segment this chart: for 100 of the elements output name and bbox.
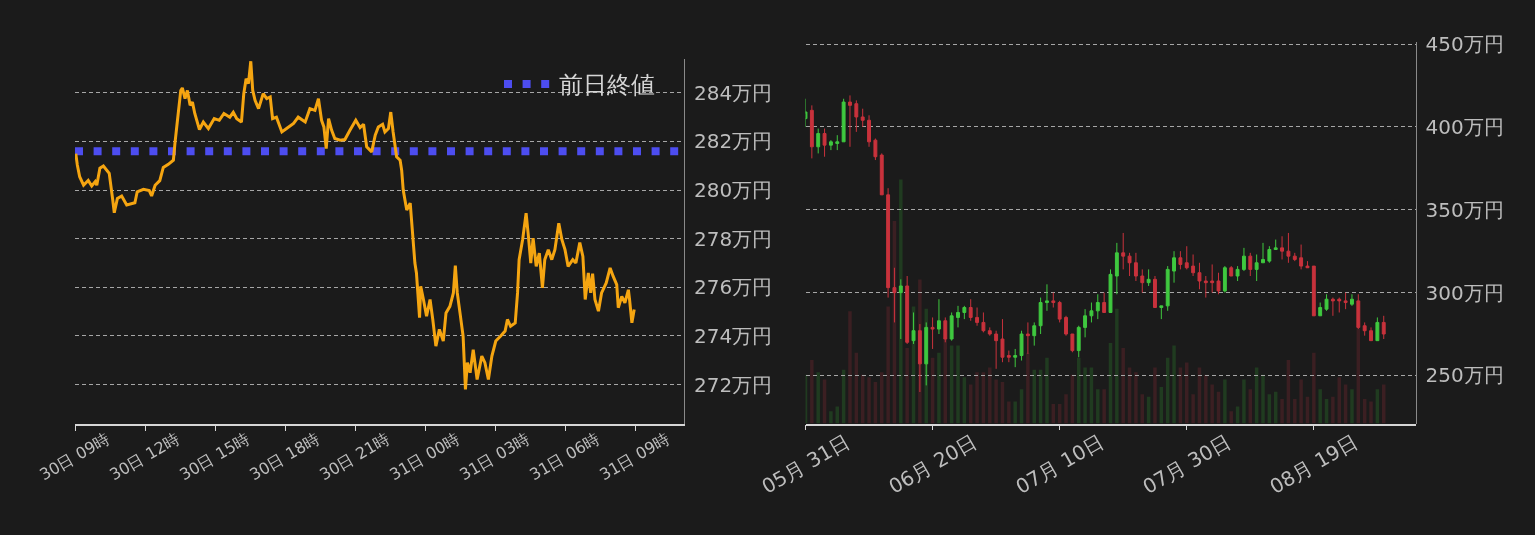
bar bbox=[1191, 394, 1195, 424]
candlestick bbox=[1324, 293, 1329, 312]
candlestick bbox=[962, 305, 967, 320]
bar bbox=[994, 379, 998, 424]
candlestick bbox=[1133, 252, 1138, 282]
x-tick-label: 06月 20日 bbox=[884, 429, 981, 499]
bar bbox=[1153, 367, 1157, 424]
candlestick bbox=[1006, 350, 1011, 363]
x-tick-label: 08月 19日 bbox=[1265, 429, 1362, 499]
y-tick-label: 284万円 bbox=[694, 80, 773, 105]
candlestick bbox=[1121, 232, 1126, 270]
x-tick-label: 07月 10日 bbox=[1011, 429, 1108, 499]
bar bbox=[988, 367, 992, 424]
candlestick bbox=[943, 316, 948, 343]
y-tick-label: 278万円 bbox=[694, 226, 773, 251]
candlestick bbox=[809, 104, 814, 159]
candlestick bbox=[994, 330, 999, 370]
y-tick-label: 300万円 bbox=[1425, 280, 1504, 305]
y-tick-label: 350万円 bbox=[1425, 197, 1504, 222]
bar bbox=[829, 411, 833, 424]
candlestick bbox=[1178, 250, 1183, 270]
candlestick bbox=[1000, 318, 1005, 363]
candlestick bbox=[1311, 265, 1316, 317]
candlestick bbox=[873, 138, 878, 161]
y-tick-label: 250万円 bbox=[1425, 363, 1504, 388]
candlestick bbox=[1083, 308, 1088, 338]
bar bbox=[1280, 399, 1284, 424]
candlestick bbox=[854, 99, 859, 133]
bar bbox=[1331, 396, 1335, 424]
bar bbox=[1318, 389, 1322, 424]
candlestick bbox=[936, 298, 941, 335]
candlestick bbox=[1057, 300, 1062, 323]
bar bbox=[905, 347, 909, 424]
candlestick bbox=[1343, 292, 1348, 310]
candlestick bbox=[1235, 265, 1240, 282]
bar bbox=[975, 372, 979, 424]
bar bbox=[1083, 367, 1087, 424]
candlestick bbox=[1273, 239, 1278, 251]
bar bbox=[1261, 374, 1265, 424]
candlestick bbox=[1203, 275, 1208, 299]
candlestick bbox=[1330, 297, 1335, 317]
candlestick bbox=[981, 311, 986, 333]
x-tick-label: 07月 30日 bbox=[1138, 429, 1235, 499]
candlestick bbox=[1267, 245, 1272, 264]
candlestick bbox=[879, 152, 884, 196]
candlestick bbox=[987, 326, 992, 337]
bar bbox=[1102, 389, 1106, 424]
candlestick bbox=[828, 139, 833, 151]
bar bbox=[1026, 352, 1030, 424]
bar bbox=[1007, 401, 1011, 424]
bar bbox=[1064, 394, 1068, 424]
candlestick bbox=[1095, 293, 1100, 320]
candlestick bbox=[848, 94, 852, 148]
candlestick bbox=[1261, 242, 1265, 264]
candlestick bbox=[1064, 315, 1068, 337]
y-tick-label: 272万円 bbox=[694, 372, 773, 397]
candlestick bbox=[930, 316, 935, 350]
candlestick bbox=[892, 267, 897, 323]
candlestick bbox=[1051, 292, 1056, 309]
candlestick bbox=[1381, 315, 1386, 340]
bar bbox=[1293, 399, 1297, 424]
candlestick bbox=[1032, 321, 1037, 347]
bar bbox=[1229, 411, 1233, 424]
candlestick bbox=[1089, 302, 1094, 323]
bar bbox=[1242, 379, 1246, 424]
candlestick bbox=[911, 311, 916, 345]
candlestick bbox=[1019, 330, 1024, 362]
y-tick-label: 274万円 bbox=[694, 323, 773, 348]
candlestick bbox=[1013, 348, 1018, 368]
y-tick-label: 400万円 bbox=[1425, 114, 1504, 139]
candlestick bbox=[1210, 263, 1215, 294]
y-tick-label: 280万円 bbox=[694, 178, 773, 203]
bar bbox=[956, 345, 960, 424]
candlestick bbox=[1102, 292, 1107, 313]
bar bbox=[1299, 379, 1303, 424]
candlestick bbox=[1172, 250, 1176, 284]
bar bbox=[1013, 401, 1017, 424]
candlestick bbox=[1292, 252, 1297, 262]
candlestick bbox=[1070, 333, 1075, 353]
candlestick bbox=[1299, 244, 1304, 270]
candlestick bbox=[1318, 302, 1323, 317]
candlestick bbox=[860, 108, 865, 128]
bar bbox=[1223, 379, 1227, 424]
candlestick bbox=[1045, 283, 1049, 312]
candlestick bbox=[822, 128, 827, 158]
bar bbox=[1369, 401, 1373, 424]
candlestick bbox=[1280, 235, 1285, 260]
candlestick bbox=[1108, 268, 1113, 313]
candlestick bbox=[1305, 260, 1310, 269]
bar bbox=[1172, 345, 1176, 424]
candlestick bbox=[949, 311, 954, 342]
bar bbox=[1045, 357, 1049, 424]
bar bbox=[816, 372, 820, 424]
y-tick-label: 276万円 bbox=[694, 275, 773, 300]
candlestick bbox=[1191, 253, 1196, 277]
bar bbox=[1312, 352, 1316, 424]
candlestick bbox=[835, 134, 840, 151]
candlestick bbox=[816, 128, 821, 154]
candlestick bbox=[1127, 252, 1132, 277]
x-tick-label: 05月 31日 bbox=[757, 429, 854, 499]
